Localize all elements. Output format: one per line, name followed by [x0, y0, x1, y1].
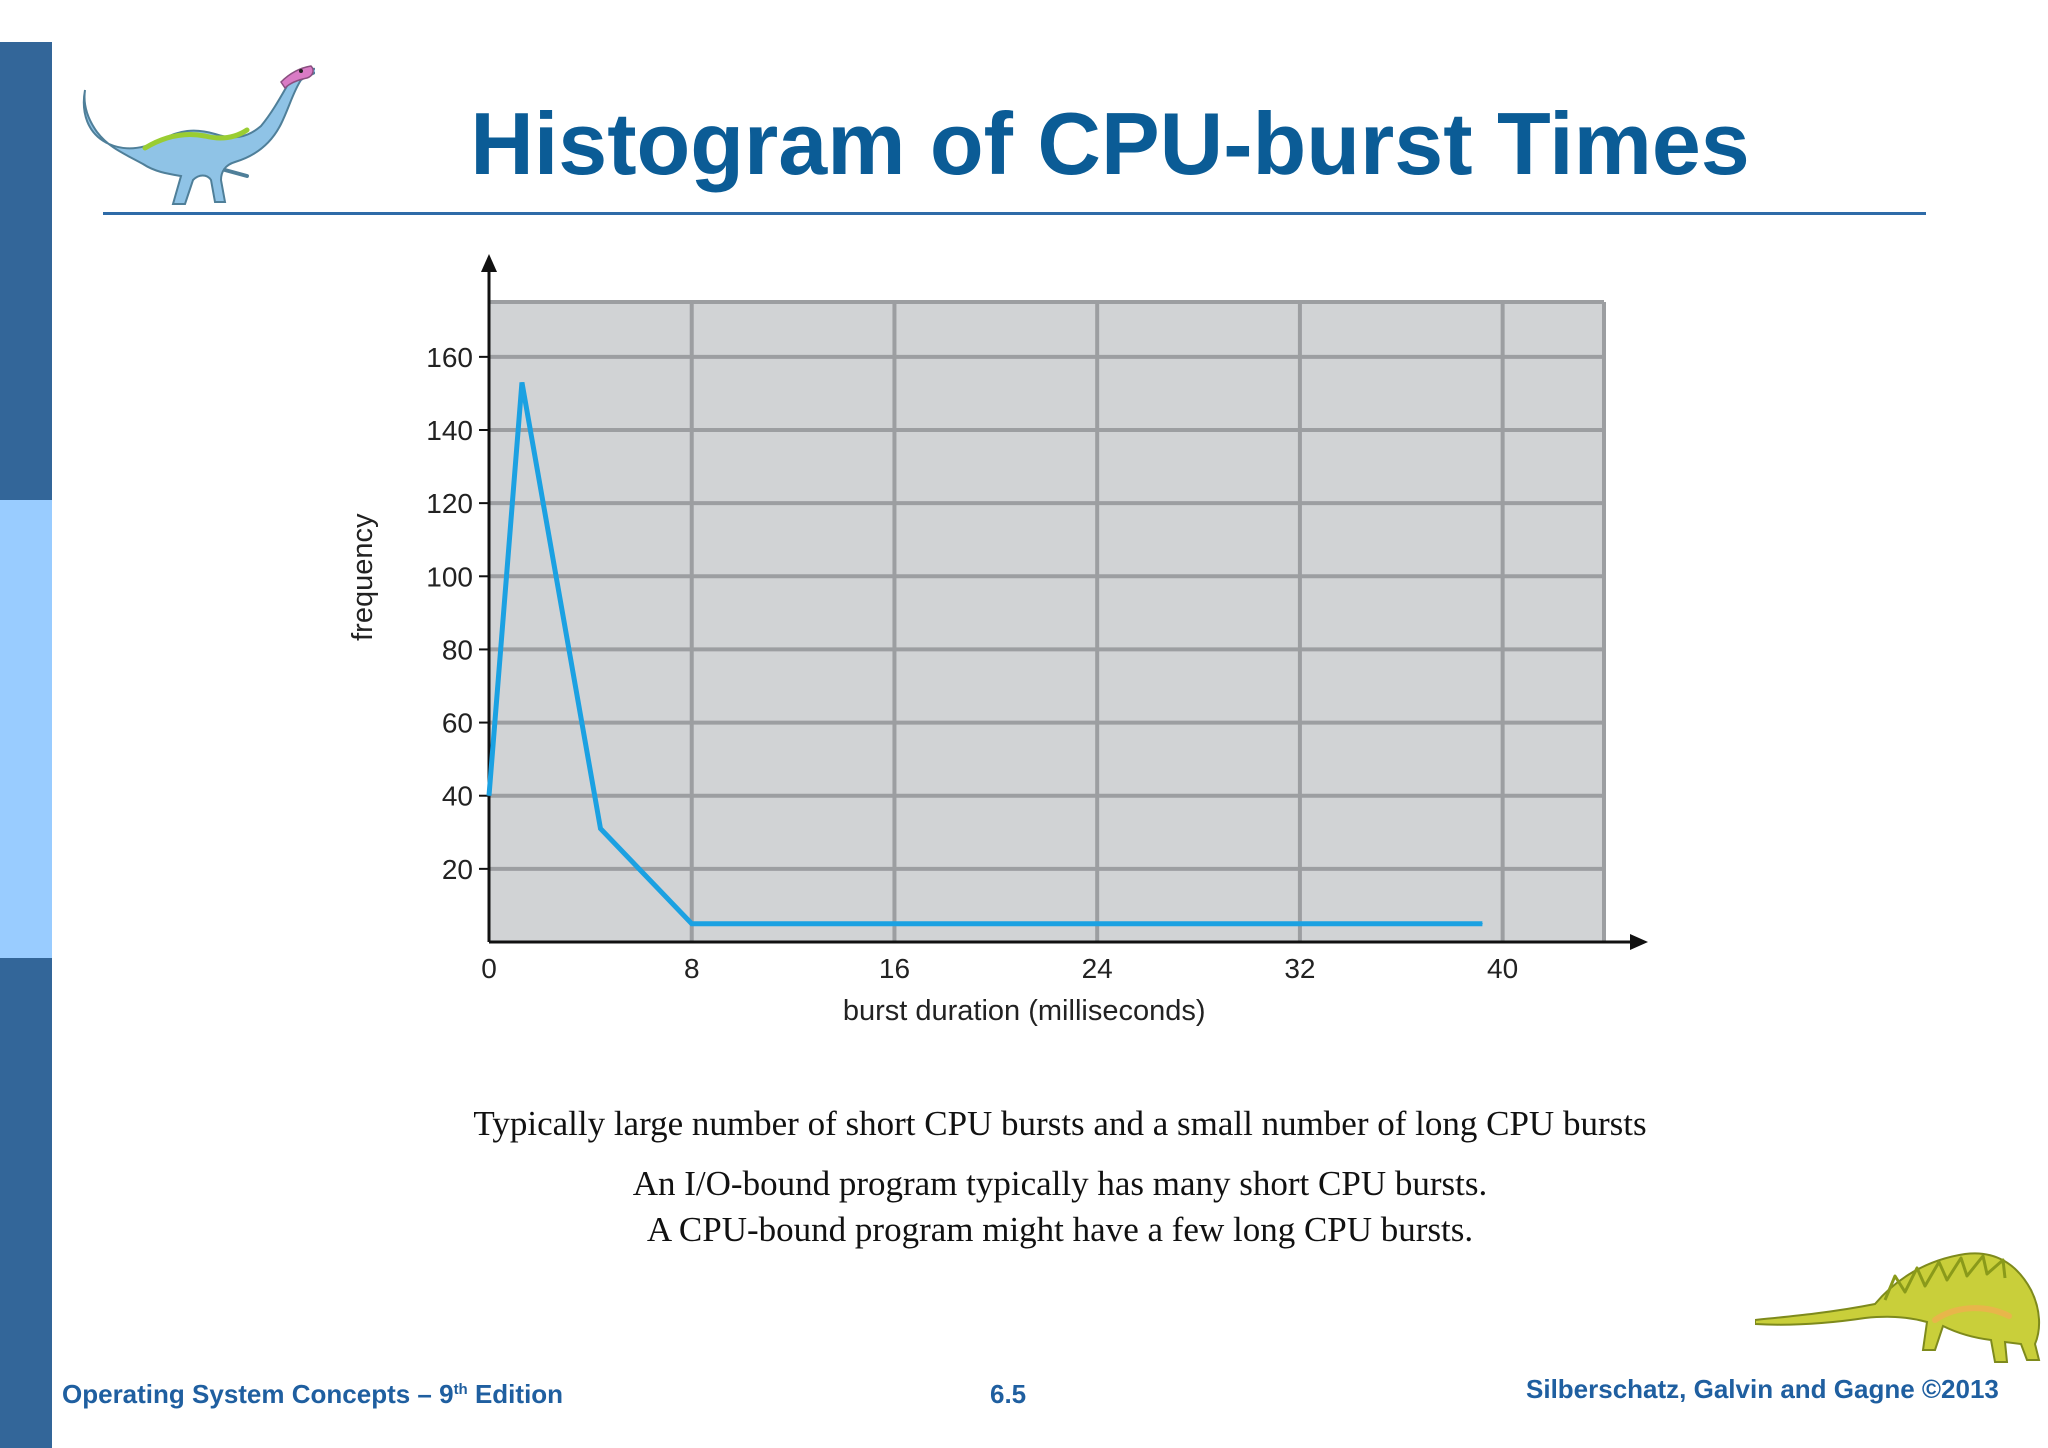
- x-tick-label: 16: [879, 953, 910, 984]
- slide-title: Histogram of CPU-burst Times: [470, 94, 1750, 193]
- data-point: [691, 923, 693, 925]
- y-axis-arrow: [481, 254, 497, 272]
- data-point: [488, 795, 490, 797]
- series-line: [486, 382, 1483, 927]
- side-bar-top: [0, 42, 52, 500]
- y-axis-label: frequency: [347, 513, 379, 641]
- dinosaur-illustration-left-icon: [82, 65, 315, 205]
- x-tick-label: 0: [481, 953, 497, 984]
- x-tick-label: 24: [1082, 953, 1113, 984]
- x-axis-arrow: [1630, 934, 1648, 950]
- dinosaur-illustration-right-icon: [1755, 1252, 2041, 1363]
- footer-book-title: Operating System Concepts – 9th Edition: [62, 1381, 563, 1407]
- footer-page-number: 6.5: [990, 1379, 1027, 1409]
- footer-copyright: Silberschatz, Galvin and Gagne ©2013: [1526, 1374, 1999, 1404]
- x-tick-label: 8: [684, 953, 700, 984]
- data-point: [1096, 923, 1098, 925]
- chart: 0 8 16 24 32 40 20 40 60 80 100 120 140 160 burst dura…: [347, 254, 1648, 1027]
- footer-book-title-suffix: Edition: [467, 1379, 564, 1409]
- y-tick-label: 20: [442, 854, 473, 885]
- y-tick-label: 80: [442, 634, 473, 665]
- title-divider: [103, 212, 1926, 215]
- x-tick-label: 32: [1284, 953, 1315, 984]
- data-point: [521, 381, 523, 383]
- y-tick-label: 140: [426, 415, 473, 446]
- data-point: [600, 828, 601, 830]
- y-tick-label: 100: [426, 561, 473, 592]
- plot-area: [489, 302, 1604, 942]
- side-bar-bottom: [0, 958, 52, 1448]
- data-point: [1481, 923, 1483, 925]
- x-axis-label: burst duration (milliseconds): [843, 995, 1206, 1027]
- caption-1: Typically large number of short CPU burs…: [473, 1104, 1647, 1143]
- caption-2: An I/O-bound program typically has many …: [632, 1164, 1488, 1203]
- y-tick-label: 40: [442, 781, 473, 812]
- y-tick-label: 60: [442, 708, 473, 739]
- y-tick-label: 120: [426, 488, 473, 519]
- caption-3: A CPU-bound program might have a few lon…: [646, 1210, 1474, 1249]
- y-tick-label: 160: [426, 342, 473, 373]
- footer-book-title-prefix: Operating System Concepts – 9: [62, 1379, 454, 1409]
- side-bar-middle: [0, 500, 52, 958]
- x-tick-label: 40: [1487, 953, 1518, 984]
- footer-book-title-superscript: th: [453, 1381, 468, 1398]
- data-point: [1299, 923, 1301, 925]
- data-point: [893, 923, 895, 925]
